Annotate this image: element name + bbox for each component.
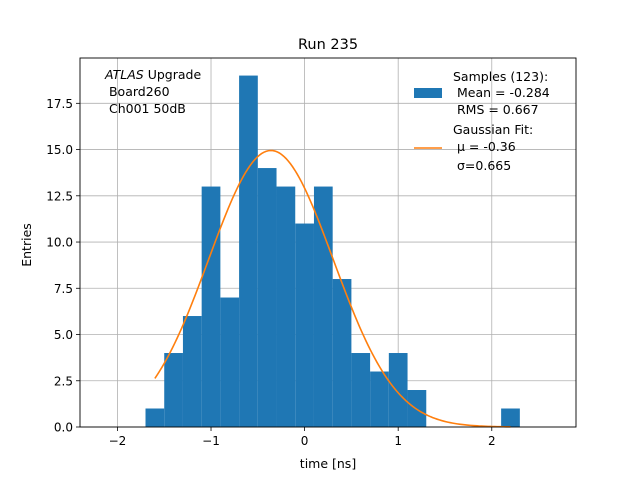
histogram-bar	[276, 186, 296, 427]
legend: Samples (123): Mean = -0.284 RMS = 0.667…	[414, 69, 550, 173]
x-tick-label: 1	[394, 434, 402, 448]
annotation-board: Board260	[105, 84, 170, 99]
y-tick-label: 5.0	[54, 328, 73, 342]
annotation-upgrade: Upgrade	[144, 67, 202, 82]
x-tick-label: −2	[109, 434, 127, 448]
histogram-bar	[501, 408, 520, 427]
y-tick-label: 12.5	[46, 189, 73, 203]
legend-samples-rms: RMS = 0.667	[453, 102, 539, 117]
y-tick-label: 10.0	[46, 236, 73, 250]
y-tick-label: 7.5	[54, 282, 73, 296]
legend-samples-title: Samples (123):	[453, 69, 548, 84]
chart-title: Run 235	[298, 37, 358, 53]
histogram-bar	[164, 353, 183, 427]
axes-frame	[79, 57, 577, 428]
x-tick-label: −1	[202, 434, 220, 448]
histogram-bar	[388, 353, 408, 427]
histogram-bar	[351, 353, 371, 427]
histogram-bar	[332, 279, 352, 427]
legend-fit-title: Gaussian Fit:	[453, 122, 533, 137]
histogram-bar	[295, 223, 314, 427]
atlas-annotation: ATLAS Upgrade Board260 Ch001 50dB	[104, 67, 201, 116]
histogram-bars	[145, 75, 520, 428]
y-tick-label: 0.0	[54, 421, 73, 435]
legend-fit-mu: μ = -0.36	[453, 139, 516, 154]
histogram-bar	[145, 408, 165, 427]
legend-samples-swatch	[414, 88, 442, 98]
svg-text:ATLAS Upgrade: ATLAS Upgrade	[104, 67, 201, 82]
y-axis-label: Entries	[19, 223, 34, 267]
legend-fit-sigma: σ=0.665	[457, 158, 511, 173]
histogram-bar	[182, 316, 202, 427]
histogram-bar	[257, 168, 277, 428]
y-axis-ticks: 0.0 2.5 5.0 7.5 10.0 12.5 15.0 17.5	[46, 97, 80, 435]
x-axis-label: time [ns]	[300, 456, 356, 471]
x-tick-label: 0	[301, 434, 309, 448]
annotation-atlas: ATLAS	[104, 67, 144, 82]
y-tick-label: 2.5	[54, 374, 73, 388]
histogram-bar	[370, 371, 389, 427]
histogram-bar	[239, 75, 258, 428]
gaussian-fit-curve	[154, 149, 511, 428]
y-tick-label: 15.0	[46, 143, 73, 157]
y-tick-label: 17.5	[46, 97, 73, 111]
x-axis-ticks: −2 −1 0 1 2	[109, 427, 496, 448]
histogram-bar	[313, 186, 333, 427]
legend-samples-mean: Mean = -0.284	[453, 85, 550, 100]
histogram-bar	[201, 186, 221, 427]
annotation-channel: Ch001 50dB	[105, 101, 186, 116]
histogram-bar	[220, 297, 240, 427]
x-tick-label: 2	[488, 434, 496, 448]
